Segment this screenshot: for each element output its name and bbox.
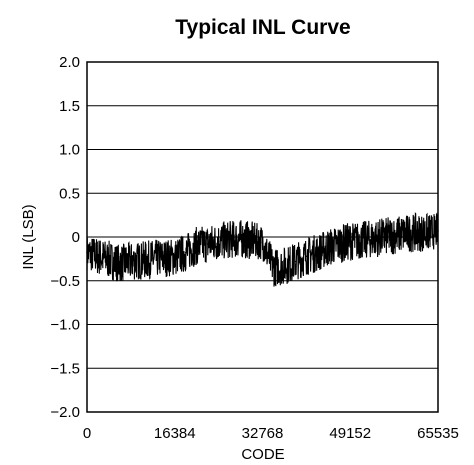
data-point-8 bbox=[173, 256, 176, 258]
data-point-10 bbox=[195, 244, 198, 247]
data-point-15 bbox=[250, 239, 253, 242]
data-point-25 bbox=[360, 239, 363, 242]
data-point-12 bbox=[217, 240, 220, 243]
data-point-23 bbox=[338, 243, 341, 245]
y-tick-label-6: −1.0 bbox=[50, 317, 80, 334]
data-point-21 bbox=[316, 251, 319, 254]
data-point-30 bbox=[415, 231, 417, 234]
data-point-5 bbox=[141, 259, 143, 262]
data-point-13 bbox=[228, 238, 231, 241]
x-tick-label-2: 32768 bbox=[242, 425, 284, 442]
x-tick-label-0: 0 bbox=[83, 425, 91, 442]
y-tick-labels: 2.0 1.5 1.0 0.5 0 −0.5 −1.0 −1.5 −2.0 bbox=[50, 54, 80, 421]
x-tick-labels: 0 16384 32768 49152 65535 bbox=[83, 425, 459, 442]
data-point-27 bbox=[382, 236, 384, 238]
y-tick-label-0: 2.0 bbox=[59, 54, 80, 71]
data-point-20 bbox=[305, 255, 308, 258]
y-tick-label-3: 0.5 bbox=[59, 185, 80, 202]
x-axis-label: CODE bbox=[241, 446, 284, 463]
data-point-28 bbox=[393, 234, 395, 237]
data-point-1 bbox=[97, 255, 99, 258]
chart-title: Typical INL Curve bbox=[175, 16, 350, 39]
y-tick-label-4: 0 bbox=[72, 229, 80, 246]
x-tick-label-4: 65535 bbox=[417, 425, 459, 442]
data-point-7 bbox=[162, 257, 165, 259]
data-point-4 bbox=[130, 260, 132, 263]
x-tick-label-1: 16384 bbox=[154, 425, 196, 442]
data-point-26 bbox=[371, 237, 373, 240]
y-tick-label-2: 1.0 bbox=[59, 142, 80, 159]
data-point-3 bbox=[119, 262, 121, 265]
data-point-11 bbox=[206, 243, 209, 245]
data-point-6 bbox=[152, 258, 154, 260]
data-point-19 bbox=[294, 260, 297, 263]
y-tick-label-5: −0.5 bbox=[50, 273, 80, 290]
data-point-24 bbox=[349, 240, 352, 243]
data-point-18 bbox=[283, 265, 286, 267]
x-tick-label-3: 49152 bbox=[329, 425, 371, 442]
y-tick-label-7: −1.5 bbox=[50, 360, 80, 377]
data-point-22 bbox=[327, 246, 330, 249]
data-point-14 bbox=[239, 237, 242, 240]
plot-frame bbox=[86, 61, 439, 413]
data-point-2 bbox=[108, 258, 110, 261]
y-tick-label-1: 1.5 bbox=[59, 98, 80, 115]
y-axis-label: INL (LSB) bbox=[20, 204, 37, 269]
data-point-17 bbox=[272, 266, 275, 269]
data-point-29 bbox=[404, 232, 406, 235]
data-point-16 bbox=[261, 241, 264, 244]
inl-series bbox=[86, 212, 439, 287]
inl-trace bbox=[86, 212, 439, 287]
y-tick-label-8: −2.0 bbox=[50, 404, 80, 421]
data-point-9 bbox=[184, 251, 187, 254]
data-point-31 bbox=[426, 231, 428, 234]
